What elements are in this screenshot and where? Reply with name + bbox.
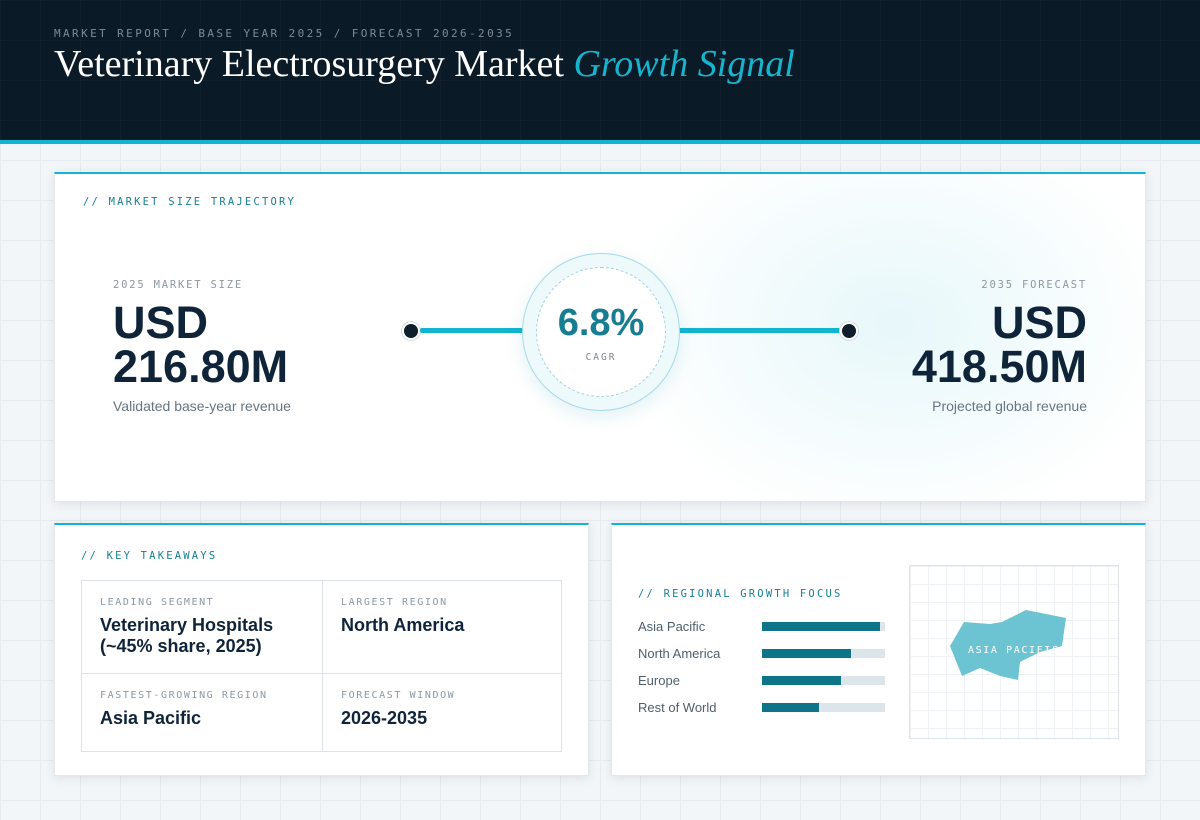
takeaway-label: LEADING SEGMENT: [100, 597, 215, 608]
region-bar-label: North America: [638, 646, 721, 661]
takeaway-largest-region: LARGEST REGION North America: [322, 581, 562, 674]
background-glow: [615, 174, 1145, 501]
takeaway-value: Asia Pacific: [100, 708, 202, 728]
region-bar-fill: [762, 622, 881, 631]
takeaways-grid: LEADING SEGMENT Veterinary Hospitals (~4…: [81, 580, 562, 752]
takeaway-label: FORECAST WINDOW: [341, 690, 456, 701]
takeaway-label: FASTEST-GROWING REGION: [100, 690, 268, 701]
region-bar-label: Europe: [638, 673, 680, 688]
forecast-value: 418.50M: [911, 341, 1087, 392]
forecast-currency: USD: [991, 297, 1087, 348]
base-year-label: 2025 MARKET SIZE: [113, 279, 243, 291]
regional-bar-list: Asia Pacific North America Europe Rest o…: [638, 617, 888, 725]
takeaway-fastest-growing-region: FASTEST-GROWING REGION Asia Pacific: [82, 674, 322, 751]
base-year-value: 216.80M: [113, 341, 289, 392]
region-bar-row: Rest of World: [638, 698, 888, 725]
region-bar-label: Rest of World: [638, 700, 717, 715]
forecast-label: 2035 FORECAST: [981, 279, 1087, 291]
takeaway-label: LARGEST REGION: [341, 597, 448, 608]
trajectory-line-left: [420, 328, 524, 333]
takeaway-forecast-window: FORECAST WINDOW 2026-2035: [322, 674, 562, 751]
forecast-description: Projected global revenue: [932, 398, 1087, 414]
region-bar-track: [762, 676, 885, 685]
region-bar-fill: [762, 649, 851, 658]
start-dot: [402, 322, 420, 340]
end-dot: [840, 322, 858, 340]
takeaway-leading-segment: LEADING SEGMENT Veterinary Hospitals (~4…: [82, 581, 322, 674]
page-title: Veterinary Electrosurgery Market Growth …: [54, 42, 795, 86]
title-main: Veterinary Electrosurgery Market: [54, 43, 564, 85]
region-bar-fill: [762, 676, 841, 685]
key-takeaways-card: // KEY TAKEAWAYS LEADING SEGMENT Veterin…: [54, 523, 589, 776]
region-bar-track: [762, 703, 885, 712]
region-bar-track: [762, 649, 885, 658]
region-bar-row: Europe: [638, 671, 888, 698]
takeaway-value: Veterinary Hospitals (~45% share, 2025): [100, 615, 274, 656]
asia-pacific-map: ASIA PACIFIC: [909, 565, 1119, 739]
takeaway-value: North America: [341, 615, 465, 635]
title-accent: Growth Signal: [573, 43, 795, 85]
report-eyebrow: MARKET REPORT / BASE YEAR 2025 / FORECAS…: [54, 27, 515, 40]
cagr-badge: 6.8% CAGR: [522, 253, 680, 411]
region-bar-row: North America: [638, 644, 888, 671]
section-label-regional: // REGIONAL GROWTH FOCUS: [638, 588, 843, 600]
asia-pacific-shape-icon: [950, 610, 1066, 680]
report-header: MARKET REPORT / BASE YEAR 2025 / FORECAS…: [0, 0, 1200, 144]
section-label-trajectory: // MARKET SIZE TRAJECTORY: [83, 196, 297, 208]
region-bar-fill: [762, 703, 819, 712]
base-year-description: Validated base-year revenue: [113, 398, 291, 414]
region-bar-row: Asia Pacific: [638, 617, 888, 644]
cagr-inner-ring: 6.8% CAGR: [536, 267, 666, 397]
section-label-takeaways: // KEY TAKEAWAYS: [81, 550, 218, 562]
map-region-label: ASIA PACIFIC: [968, 645, 1060, 656]
region-bar-track: [762, 622, 885, 631]
market-size-trajectory-card: // MARKET SIZE TRAJECTORY 2025 MARKET SI…: [54, 172, 1146, 502]
trajectory-line-right: [678, 328, 843, 333]
cagr-value: 6.8%: [557, 302, 645, 344]
cagr-label: CAGR: [585, 352, 617, 363]
base-year-currency: USD: [113, 297, 209, 348]
region-bar-label: Asia Pacific: [638, 619, 706, 634]
takeaway-value: 2026-2035: [341, 708, 428, 728]
regional-growth-card: // REGIONAL GROWTH FOCUS Asia Pacific No…: [611, 523, 1146, 776]
